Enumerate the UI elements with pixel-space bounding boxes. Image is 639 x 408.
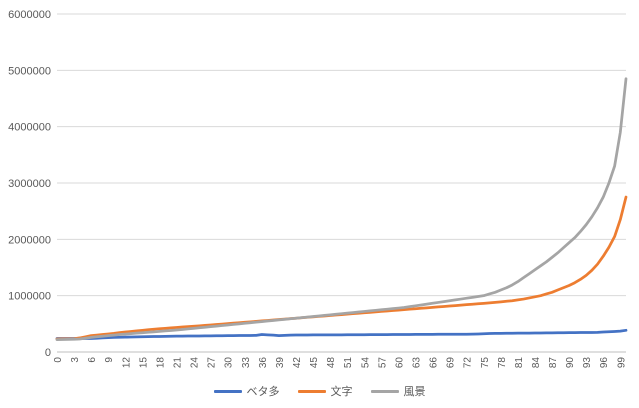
x-tick-label: 0: [53, 357, 64, 363]
x-tick-label: 9: [104, 357, 115, 363]
legend-swatch-series-2: [297, 389, 326, 393]
x-tick-label: 45: [309, 357, 320, 369]
legend: ベタ多 文字 風景: [0, 383, 639, 399]
x-tick-label: 75: [480, 357, 491, 369]
legend-label-series-1: ベタ多: [246, 386, 280, 398]
x-tick-label: 24: [190, 357, 201, 369]
y-tick-label: 5000000: [8, 65, 51, 77]
legend-item-series-3: 風景: [370, 383, 426, 399]
x-tick-label: 15: [138, 357, 149, 369]
x-tick-label: 27: [207, 357, 218, 369]
x-tick-label: 99: [616, 357, 627, 369]
x-axis-tick-labels: 0 3 6 9 12 15 18 21 24 27 30 33 36 39 42 45 48 51 54 57 60 63…: [53, 357, 627, 369]
x-tick-label: 51: [343, 357, 354, 369]
x-tick-label: 66: [429, 357, 440, 369]
x-tick-label: 81: [514, 357, 525, 369]
legend-label-series-3: 風景: [403, 386, 426, 398]
y-tick-label: 0: [45, 347, 51, 359]
x-tick-label: 96: [599, 357, 610, 369]
legend-item-series-1: ベタ多: [213, 383, 280, 399]
y-axis-tick-labels: 0 1000000 2000000 3000000 4000000 5000000 6000…: [8, 9, 51, 359]
x-tick-label: 33: [241, 357, 252, 369]
x-tick-label: 60: [394, 357, 405, 369]
x-tick-label: 87: [548, 357, 559, 369]
x-tick-label: 48: [326, 357, 337, 369]
y-tick-label: 3000000: [8, 178, 51, 190]
x-tick-label: 30: [224, 357, 235, 369]
x-tick-label: 63: [411, 357, 422, 369]
x-tick-label: 84: [531, 357, 542, 369]
x-tick-label: 69: [446, 357, 457, 369]
x-tick-label: 54: [360, 357, 371, 369]
x-tick-label: 12: [121, 357, 132, 369]
x-tick-label: 57: [377, 357, 388, 369]
x-tick-label: 21: [172, 357, 183, 369]
x-tick-label: 3: [70, 357, 81, 363]
y-tick-label: 1000000: [8, 291, 51, 303]
y-tick-label: 2000000: [8, 234, 51, 246]
x-tick-label: 6: [87, 357, 98, 363]
x-tick-label: 78: [497, 357, 508, 369]
series-line-2: [55, 195, 628, 341]
legend-label-series-2: 文字: [330, 386, 353, 398]
gridlines: [57, 13, 626, 353]
x-tick-label: 72: [463, 357, 474, 369]
y-tick-label: 4000000: [8, 122, 51, 134]
x-tick-label: 36: [258, 357, 269, 369]
x-tick-label: 90: [565, 357, 576, 369]
legend-swatch-series-1: [213, 389, 242, 393]
x-tick-label: 18: [155, 357, 166, 369]
x-tick-label: 42: [292, 357, 303, 369]
series-lines: [55, 77, 628, 341]
x-tick-label: 93: [582, 357, 593, 369]
series-line-3: [55, 77, 628, 341]
legend-item-series-2: 文字: [297, 383, 353, 399]
x-tick-label: 39: [275, 357, 286, 369]
legend-swatch-series-3: [370, 389, 399, 393]
y-tick-label: 6000000: [8, 9, 51, 21]
series-line-1: [55, 328, 628, 340]
